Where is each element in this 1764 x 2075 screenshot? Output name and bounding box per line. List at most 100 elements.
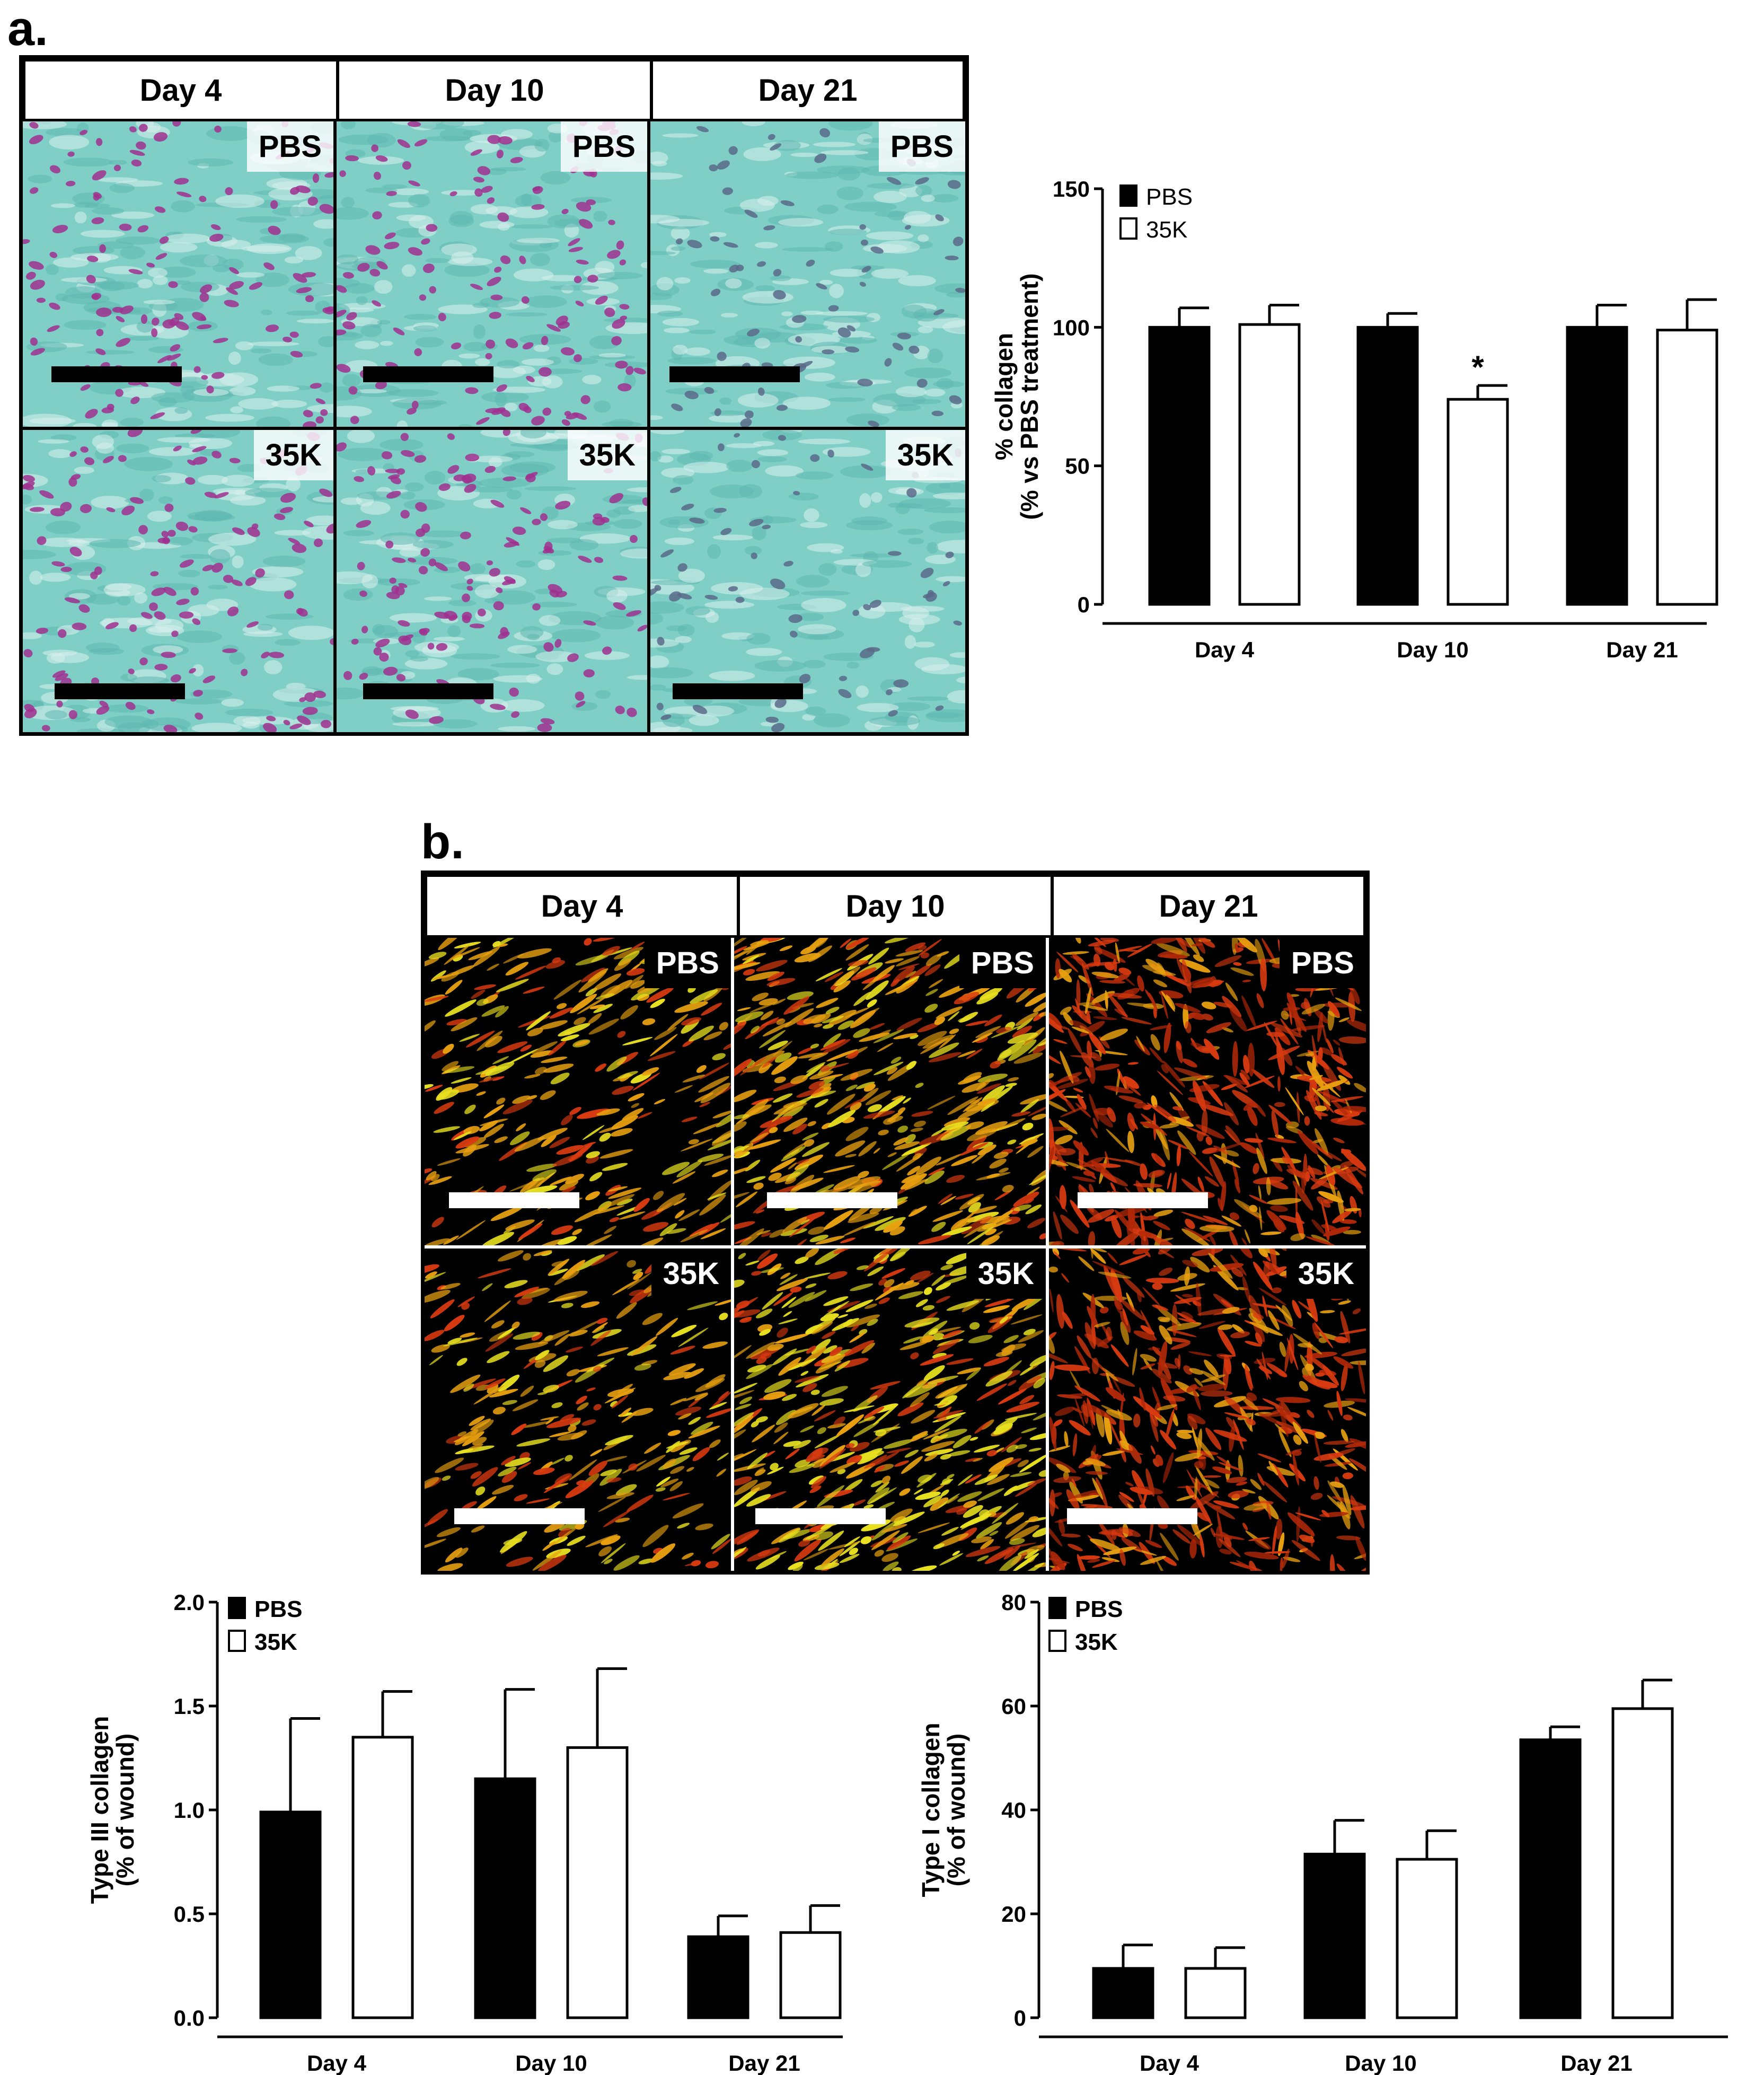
- scale-bar: [1078, 1192, 1208, 1208]
- tile-label-35k: 35K: [885, 430, 965, 480]
- panel-a-tile-day4-pbs: PBS: [23, 121, 333, 427]
- panel-a-tile-day21-pbs: PBS: [650, 121, 965, 427]
- y-tick-label: 80: [1001, 1590, 1026, 1615]
- x-tick-label: Day 21: [728, 2051, 800, 2075]
- panel-b-tile-day4-pbs: PBS: [425, 938, 734, 1248]
- scale-bar: [673, 683, 803, 699]
- panel-a-tile-day10-35k: 35K: [337, 430, 647, 732]
- picrosirius-stain-image: [1049, 938, 1366, 1245]
- tile-label-35k: 35K: [253, 430, 333, 480]
- y-tick-label: 1.0: [174, 1798, 205, 1823]
- panel-a-tile-day21-35k: 35K: [650, 430, 965, 732]
- panel-b-header-day10: Day 10: [737, 874, 1053, 938]
- legend-swatch: [228, 1630, 246, 1652]
- bar-35k-day10: [1447, 398, 1509, 606]
- axes: [1101, 189, 1707, 625]
- bar-35k-day21: [779, 1931, 842, 2019]
- bar-pbs-day4: [1148, 326, 1211, 606]
- bar-pbs-day21: [1566, 326, 1628, 606]
- panel-b-tile-day10-35k: 35K: [734, 1248, 1049, 1571]
- bar-pbs-day4: [259, 1810, 322, 2019]
- tile-label-pbs: PBS: [644, 938, 731, 988]
- bar-pbs-day21: [687, 1935, 749, 2019]
- type3-collagen-chart: 0.0 0.5 1.0 1.5 2.0 Type III collagen(% of wo…: [86, 1590, 843, 2075]
- x-tick-label: Day 10: [515, 2051, 587, 2075]
- legend-swatch: [1119, 217, 1137, 240]
- tile-label-pbs: PBS: [1279, 938, 1366, 988]
- y-axis-label-2: (% vs PBS treatment): [1016, 273, 1043, 520]
- legend-label: PBS: [1075, 1596, 1123, 1622]
- y-tick-label: 0: [1014, 2006, 1026, 2030]
- tile-label-pbs: PBS: [959, 938, 1046, 988]
- x-tick-label: Day 4: [1140, 2051, 1199, 2075]
- y-tick-label: 20: [1001, 1902, 1026, 1927]
- y-axis-label: Type I collagen: [917, 1723, 945, 1897]
- panel-b-label: b.: [421, 815, 464, 869]
- bar-35k-day4: [1184, 1967, 1247, 2019]
- legend-label: 35K: [1146, 217, 1187, 243]
- legend-swatch: [1119, 184, 1137, 207]
- legend-label: 35K: [1075, 1629, 1118, 1655]
- panel-a-label: a.: [7, 2, 48, 56]
- y-tick-label: 100: [1053, 315, 1090, 340]
- scale-bar: [755, 1508, 886, 1524]
- masson-stain-image: [23, 121, 333, 427]
- tile-label-pbs: PBS: [560, 121, 647, 172]
- legend-swatch: [228, 1597, 246, 1619]
- masson-stain-image: [337, 430, 647, 732]
- scale-bar: [449, 1192, 579, 1208]
- y-tick-label: 0.0: [174, 2006, 205, 2030]
- scale-bar: [51, 366, 182, 382]
- bar-35k-day4: [351, 1736, 414, 2019]
- y-axis-label-2: (% of wound): [111, 1734, 139, 1887]
- bar-pbs-day21: [1519, 1738, 1582, 2019]
- x-tick-label: Day 21: [1560, 2051, 1632, 2075]
- y-tick-label: 0.5: [174, 1902, 205, 1927]
- panel-a-header-day21: Day 21: [650, 59, 965, 121]
- picrosirius-stain-image: [1049, 1248, 1366, 1571]
- y-axis-label: Type III collagen: [86, 1716, 113, 1904]
- tile-label-35k: 35K: [651, 1248, 731, 1299]
- bar-pbs-day10: [1303, 1852, 1366, 2019]
- legend-label: PBS: [254, 1596, 302, 1622]
- scale-bar: [454, 1508, 585, 1524]
- collagen-percent-chart: 0 50 100 150 % collagen(% vs PBS treatment) D…: [990, 177, 1718, 662]
- x-tick-label: Day 21: [1606, 637, 1678, 662]
- bar-35k-day10: [1396, 1858, 1458, 2019]
- panel-b-tile-day4-35k: 35K: [425, 1248, 734, 1571]
- scale-bar: [55, 683, 185, 699]
- tile-label-pbs: PBS: [246, 121, 333, 172]
- y-tick-label: 1.5: [174, 1694, 205, 1719]
- scale-bar: [1067, 1508, 1197, 1524]
- type1-collagen-chart: 0 20 40 60 80 Type I collagen(% of wound) Day …: [917, 1590, 1728, 2075]
- x-tick-label: Day 10: [1345, 2051, 1416, 2075]
- legend-label: PBS: [1146, 184, 1193, 210]
- y-tick-label: 2.0: [174, 1590, 205, 1615]
- y-tick-label: 0: [1078, 592, 1090, 617]
- panel-b-header-day21: Day 21: [1051, 874, 1366, 938]
- significance-marker: *: [1471, 349, 1484, 385]
- bar-35k-day21: [1656, 329, 1718, 606]
- scale-bar: [363, 366, 493, 382]
- scale-bar: [767, 1192, 897, 1208]
- tile-label-pbs: PBS: [878, 121, 965, 172]
- bar-35k-day21: [1611, 1707, 1674, 2019]
- legend-swatch: [1048, 1597, 1066, 1619]
- scale-bar: [363, 683, 493, 699]
- y-axis-label: % collagen: [990, 333, 1018, 460]
- picrosirius-stain-image: [734, 938, 1046, 1245]
- y-axis-label-2: (% of wound): [942, 1734, 970, 1887]
- masson-stain-image: [23, 430, 333, 732]
- legend-label: 35K: [254, 1629, 297, 1655]
- bar-pbs-day10: [1356, 326, 1419, 606]
- masson-stain-image: [650, 430, 965, 732]
- tile-label-35k: 35K: [1286, 1248, 1366, 1299]
- panel-b-header-day4: Day 4: [425, 874, 739, 938]
- tile-label-35k: 35K: [966, 1248, 1046, 1299]
- y-tick-label: 40: [1001, 1798, 1026, 1823]
- bar-pbs-day10: [474, 1777, 536, 2019]
- masson-stain-image: [650, 121, 965, 427]
- x-tick-label: Day 10: [1397, 637, 1468, 662]
- bar-35k-day10: [566, 1746, 629, 2019]
- x-tick-label: Day 4: [307, 2051, 367, 2075]
